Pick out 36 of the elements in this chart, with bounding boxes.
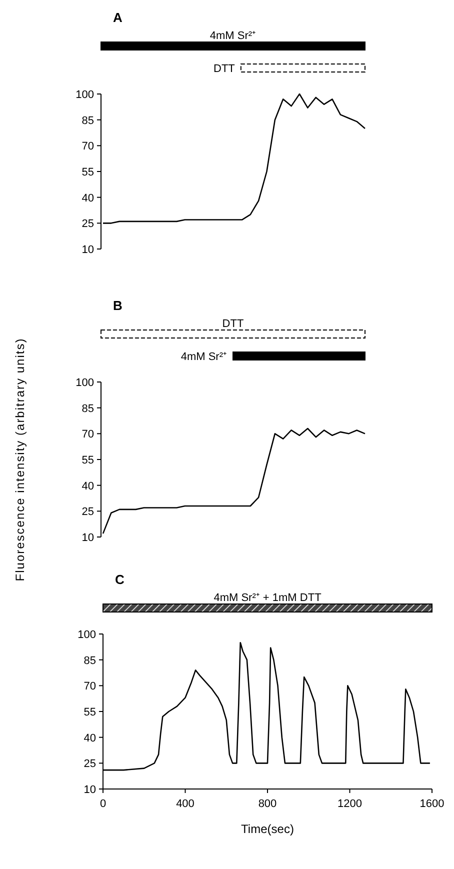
y-axis-title: Fluorescence intensity (arbitrary units) (13, 338, 27, 582)
chart-title: B (113, 298, 122, 313)
y-tick-label: 100 (76, 89, 94, 101)
y-tick-label: 55 (84, 706, 96, 718)
y-tick-label: 55 (82, 454, 94, 466)
y-tick-label: 70 (84, 680, 96, 693)
y-tick-label: 40 (82, 192, 94, 204)
y-tick-label: 10 (84, 784, 96, 796)
y-tick-label: 25 (82, 506, 94, 518)
text: 4mM Sr²⁺ (180, 351, 227, 363)
y-tick-label: 85 (84, 654, 96, 667)
chart-title: A (113, 10, 123, 25)
y-tick-label: 25 (84, 758, 96, 770)
y-tick-label: 70 (82, 428, 94, 441)
y-tick-label: 70 (82, 140, 94, 153)
text: DTT (222, 318, 244, 330)
x-axis-title: Time(sec) (241, 822, 294, 836)
x-tick-label: 1600 (420, 798, 444, 810)
text: 4mM Sr²⁺ + 1mM DTT (214, 592, 322, 604)
y-tick-label: 85 (82, 114, 94, 127)
y-tick-label: 10 (82, 532, 94, 544)
y-tick-label: 40 (82, 480, 94, 492)
x-tick-label: 1200 (338, 798, 362, 810)
x-tick-label: 0 (100, 798, 106, 810)
y-tick-label: 55 (82, 166, 94, 178)
chart-title: C (115, 572, 125, 587)
text: 4mM Sr²⁺ (210, 30, 256, 42)
y-tick-label: 40 (84, 732, 96, 744)
y-tick-label: 100 (78, 629, 96, 641)
y-tick-label: 10 (82, 244, 94, 256)
x-tick-label: 400 (176, 798, 194, 810)
text: DTT (214, 63, 236, 75)
x-tick-label: 800 (258, 798, 277, 810)
y-tick-label: 100 (76, 377, 94, 389)
y-tick-label: 85 (82, 402, 94, 415)
y-tick-label: 25 (82, 218, 94, 230)
